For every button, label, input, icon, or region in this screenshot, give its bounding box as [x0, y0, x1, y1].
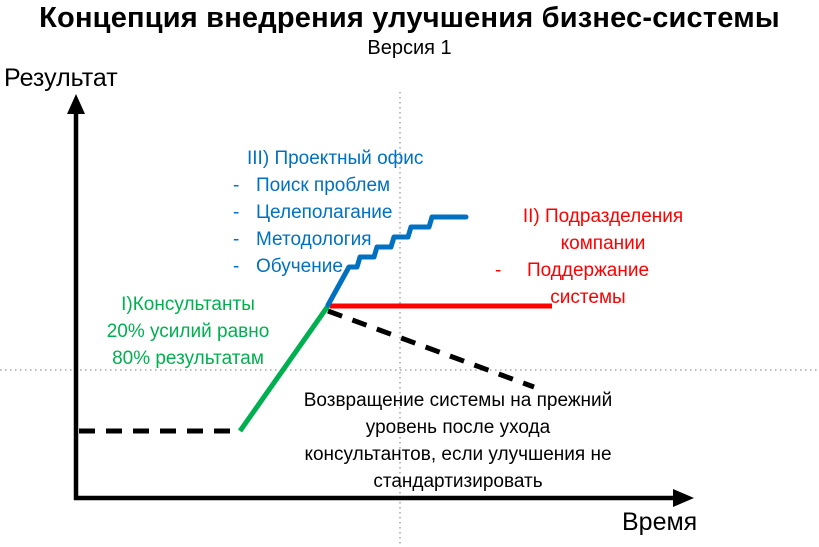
- page-subtitle: Версия 1: [367, 37, 452, 59]
- list-item: - Поиск проблем: [230, 172, 423, 199]
- project-office-step-line: [325, 214, 469, 308]
- regression-note-line1: Возвращение системы на прежний: [303, 390, 613, 411]
- bullet-dash: -: [495, 260, 502, 281]
- y-axis-arrow-icon: [67, 94, 85, 114]
- y-axis-label: Результат: [4, 64, 118, 92]
- project-office-item-label: Целеполагание: [256, 202, 393, 223]
- consultants-note-line2: 20% усилий равно: [106, 321, 270, 342]
- consultants-note: I)Консультанты 20% усилий равно 80% резу…: [94, 291, 282, 372]
- page-title: Концепция внедрения улучшения бизнес-сис…: [39, 2, 780, 34]
- project-office-note-title: III) Проектный офис: [247, 148, 424, 169]
- list-item: - Поддержание системы: [492, 257, 714, 311]
- bullet-dash: -: [233, 256, 240, 277]
- list-item: - Целеполагание: [230, 199, 423, 226]
- list-item: - Обучение: [230, 253, 423, 280]
- bullet-dash: -: [233, 202, 240, 223]
- divisions-note-title-line1: II) Подразделения: [522, 206, 684, 227]
- project-office-item-label: Методология: [256, 229, 372, 250]
- regression-note-line4: стандартизировать: [373, 471, 543, 492]
- project-office-note: III) Проектный офис - Поиск проблем - Це…: [230, 145, 423, 280]
- divisions-item-label: Поддержание системы: [526, 260, 650, 308]
- x-axis-arrow-icon: [673, 489, 694, 507]
- list-item: - Методология: [230, 226, 423, 253]
- consultants-note-line3: 80% результатам: [112, 348, 264, 369]
- project-office-item-label: Обучение: [256, 256, 343, 277]
- regression-note-line2: уровень после ухода: [365, 417, 551, 438]
- consultants-line: [237, 304, 331, 433]
- regression-dashed-line: [327, 308, 535, 390]
- regression-note: Возвращение системы на прежний уровень п…: [280, 387, 636, 495]
- consultants-note-line1: I)Консультанты: [121, 294, 255, 315]
- project-office-item-label: Поиск проблем: [256, 175, 391, 196]
- regression-note-line3: консультантов, если улучшения не: [304, 444, 612, 465]
- bullet-dash: -: [233, 175, 240, 196]
- x-axis-label: Время: [622, 508, 698, 536]
- bullet-dash: -: [233, 229, 240, 250]
- divisions-note: II) Подразделения компании - Поддержание…: [492, 203, 714, 311]
- divisions-note-title-line2: компании: [560, 233, 646, 254]
